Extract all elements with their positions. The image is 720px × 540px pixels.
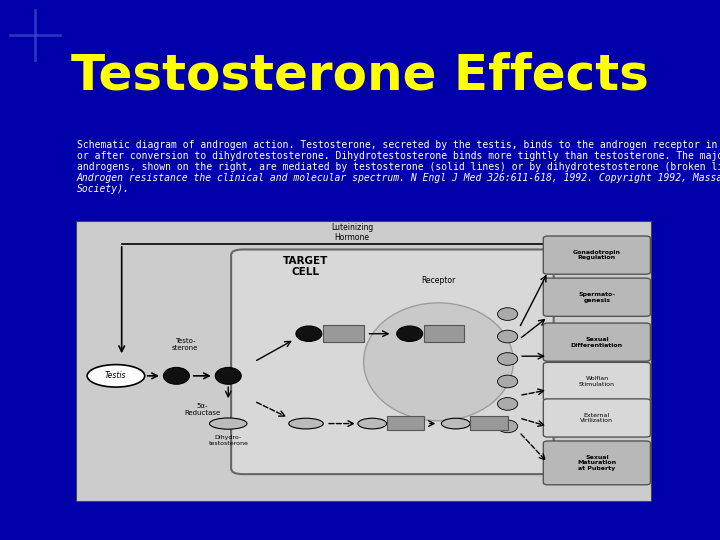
FancyBboxPatch shape bbox=[544, 236, 650, 274]
Ellipse shape bbox=[358, 418, 387, 429]
Text: or after conversion to dihydrotestosterone. Dihydrotestosterone binds more tight: or after conversion to dihydrotestostero… bbox=[77, 151, 720, 161]
Ellipse shape bbox=[498, 420, 518, 433]
FancyBboxPatch shape bbox=[544, 362, 650, 401]
FancyBboxPatch shape bbox=[231, 249, 554, 474]
FancyBboxPatch shape bbox=[544, 441, 650, 485]
FancyBboxPatch shape bbox=[544, 323, 650, 361]
Ellipse shape bbox=[397, 326, 423, 341]
Ellipse shape bbox=[498, 308, 518, 320]
Bar bbox=[387, 416, 424, 430]
Text: Testo-
sterone: Testo- sterone bbox=[172, 339, 198, 352]
Ellipse shape bbox=[87, 364, 145, 387]
Ellipse shape bbox=[296, 326, 322, 341]
Ellipse shape bbox=[163, 367, 189, 384]
FancyBboxPatch shape bbox=[544, 399, 650, 437]
Text: TARGET
CELL: TARGET CELL bbox=[283, 255, 329, 277]
FancyBboxPatch shape bbox=[544, 278, 650, 316]
Text: Schematic diagram of androgen action. Testosterone, secreted by the testis, bind: Schematic diagram of androgen action. Te… bbox=[77, 140, 720, 150]
Text: Dihydro-
testosterone: Dihydro- testosterone bbox=[208, 435, 248, 446]
Text: androgens, shown on the right, are mediated by testosterone (solid lines) or by : androgens, shown on the right, are media… bbox=[77, 162, 720, 172]
Text: Sexual
Maturation
at Puberty: Sexual Maturation at Puberty bbox=[577, 455, 616, 471]
Text: Society).: Society). bbox=[77, 184, 130, 194]
Text: Testosterone Effects: Testosterone Effects bbox=[71, 51, 649, 99]
Bar bbox=[470, 416, 508, 430]
Ellipse shape bbox=[498, 397, 518, 410]
Text: Receptor: Receptor bbox=[421, 276, 456, 285]
Text: Sexual
Differentiation: Sexual Differentiation bbox=[571, 337, 623, 348]
Text: Gonadotropin
Regulation: Gonadotropin Regulation bbox=[573, 249, 621, 260]
Bar bbox=[424, 325, 464, 342]
Ellipse shape bbox=[215, 367, 241, 384]
Ellipse shape bbox=[498, 353, 518, 365]
Text: Wolfian
Stimulation: Wolfian Stimulation bbox=[579, 376, 615, 387]
Text: Androgen resistance the clinical and molecular spectrum. N Engl J Med 326:611-61: Androgen resistance the clinical and mol… bbox=[77, 173, 720, 183]
Text: Testis: Testis bbox=[105, 372, 127, 380]
Text: 5α-
Reductase: 5α- Reductase bbox=[184, 403, 220, 416]
Text: Spermato-
genesis: Spermato- genesis bbox=[578, 292, 616, 302]
Ellipse shape bbox=[364, 303, 513, 421]
Ellipse shape bbox=[498, 375, 518, 388]
Bar bbox=[323, 325, 364, 342]
Ellipse shape bbox=[441, 418, 470, 429]
Ellipse shape bbox=[498, 330, 518, 343]
Ellipse shape bbox=[210, 418, 247, 429]
Text: External
Virilization: External Virilization bbox=[580, 413, 613, 423]
Ellipse shape bbox=[289, 418, 323, 429]
Text: Luteinizing
Hormone: Luteinizing Hormone bbox=[331, 223, 373, 242]
